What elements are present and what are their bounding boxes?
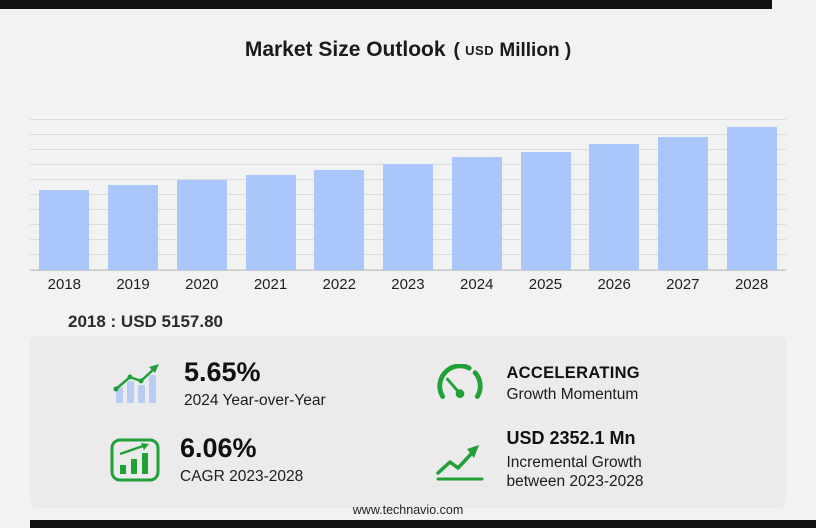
bar-2023 (383, 163, 433, 270)
x-tick-2025: 2025 (528, 276, 563, 293)
stat-incremental-growth: USD 2352.1 Mn Incremental Growth between… (434, 422, 786, 498)
bar-2021 (245, 174, 296, 270)
stat-label: Growth Momentum (506, 386, 639, 404)
x-tick-2022: 2022 (322, 276, 356, 293)
x-tick-2020: 2020 (185, 276, 219, 293)
x-tick-2027: 2027 (666, 276, 700, 293)
stat-momentum: ACCELERATING Growth Momentum (434, 346, 786, 422)
yoy-growth-chart-icon (110, 361, 164, 407)
x-tick-2028: 2028 (734, 276, 769, 293)
stat-text-block: 5.65% 2024 Year-over-Year (184, 357, 326, 410)
unit-open-paren: ( (453, 40, 460, 61)
unit-close-paren: ) (564, 40, 572, 61)
incremental-growth-chart-icon (434, 439, 486, 481)
cagr-bar-chart-icon (110, 438, 160, 482)
x-tick-2021: 2021 (253, 276, 288, 293)
unit-currency: USD (465, 43, 495, 58)
title-text: Market Size Outlook (244, 38, 446, 61)
bar-2024 (451, 157, 502, 270)
stat-value: USD 2352.1 Mn (506, 427, 636, 448)
stat-text-block: USD 2352.1 Mn Incremental Growth between… (506, 427, 691, 492)
stats-panel: 5.65% 2024 Year-over-Year ACCELERATING G… (30, 336, 786, 508)
bar-2027 (657, 137, 708, 270)
stat-value: 6.06% (180, 433, 257, 464)
stat-label: 2024 Year-over-Year (184, 391, 326, 409)
bar-2022 (314, 169, 365, 270)
x-tick-2023: 2023 (391, 276, 425, 293)
x-tick-2018: 2018 (47, 276, 82, 293)
unit-word: Million (499, 40, 560, 61)
x-tick-2019: 2019 (116, 276, 150, 293)
stat-label: CAGR 2023-2028 (180, 467, 304, 485)
stat-text-block: 6.06% CAGR 2023-2028 (180, 433, 304, 486)
bar-2026 (589, 144, 640, 270)
page-title: Market Size Outlook ( USD Million ) (0, 38, 816, 62)
base-year-value: 2018 : USD 5157.80 (68, 312, 223, 331)
top-black-bar (0, 0, 772, 9)
bar-2028 (726, 127, 777, 270)
stat-yoy-growth: 5.65% 2024 Year-over-Year (110, 346, 434, 422)
website-url: www.technavio.com (352, 503, 464, 517)
bar-chart: 2018 2019 2020 2021 2022 2023 2024 2025 2026 2027… (30, 118, 786, 296)
plot-area (30, 118, 786, 271)
stat-label: Incremental Growth between 2023-2028 (506, 453, 644, 490)
stat-value: 5.65% (184, 357, 261, 388)
x-axis-labels: 2018 2019 2020 2021 2022 2023 2024 2025 2026 2027… (30, 276, 786, 296)
stat-value: ACCELERATING (506, 363, 640, 382)
stat-text-block: ACCELERATING Growth Momentum (506, 364, 639, 404)
bar-2018 (39, 190, 90, 270)
x-tick-2026: 2026 (597, 276, 631, 293)
bar-2020 (176, 179, 227, 270)
x-tick-2024: 2024 (460, 276, 494, 293)
bar-2025 (520, 151, 571, 270)
bottom-black-bar (30, 520, 816, 528)
speedometer-icon (434, 364, 486, 404)
title-unit: ( USD Million ) (454, 40, 572, 61)
stat-cagr: 6.06% CAGR 2023-2028 (110, 422, 434, 498)
bar-2019 (108, 185, 159, 270)
